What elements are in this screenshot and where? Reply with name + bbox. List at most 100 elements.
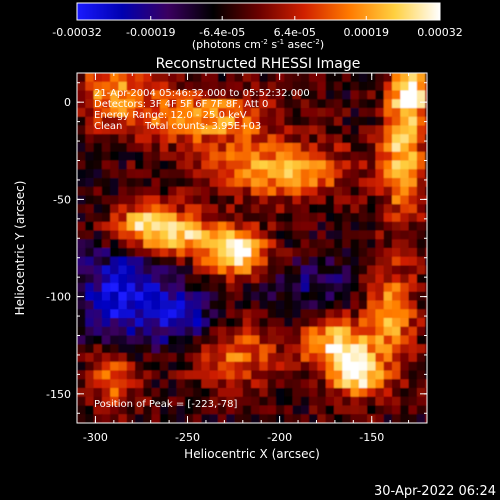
image-pixel: [292, 221, 302, 232]
image-pixel: [408, 353, 418, 363]
image-pixel: [309, 326, 318, 337]
image-pixel: [275, 318, 285, 328]
image-pixel: [251, 344, 260, 354]
image-pixel: [135, 274, 144, 284]
image-pixel: [342, 204, 352, 214]
image-pixel: [159, 370, 169, 380]
image-pixel: [201, 388, 211, 398]
image-pixel: [242, 283, 252, 293]
image-pixel: [392, 169, 401, 179]
image-pixel: [416, 195, 426, 205]
image-pixel: [325, 396, 335, 407]
image-pixel: [234, 414, 244, 423]
image-pixel: [226, 169, 236, 179]
image-pixel: [425, 396, 427, 407]
image-pixel: [217, 318, 227, 328]
image-pixel: [309, 344, 318, 354]
image-pixel: [209, 370, 219, 380]
image-pixel: [400, 291, 410, 302]
image-pixel: [284, 73, 294, 83]
image-pixel: [300, 361, 310, 372]
image-pixel: [110, 309, 120, 319]
image-pixel: [275, 99, 285, 109]
image-pixel: [151, 379, 161, 389]
image-pixel: [259, 414, 269, 423]
image-pixel: [425, 73, 427, 83]
image-pixel: [383, 178, 393, 188]
image-pixel: [333, 370, 343, 380]
image-pixel: [126, 239, 136, 249]
image-pixel: [325, 186, 335, 197]
image-pixel: [101, 265, 111, 275]
image-pixel: [168, 151, 178, 162]
image-pixel: [143, 230, 153, 240]
image-pixel: [176, 283, 186, 293]
image-pixel: [375, 256, 385, 267]
image-pixel: [209, 396, 219, 407]
image-pixel: [375, 370, 385, 380]
image-pixel: [259, 370, 269, 380]
image-pixel: [77, 99, 86, 109]
image-pixel: [234, 353, 244, 363]
image-pixel: [309, 396, 318, 407]
image-pixel: [275, 274, 285, 284]
image-pixel: [135, 73, 144, 83]
image-pixel: [151, 99, 161, 109]
image-pixel: [143, 73, 153, 83]
image-pixel: [350, 291, 360, 302]
image-pixel: [358, 353, 368, 363]
image-pixel: [159, 300, 169, 310]
image-pixel: [201, 353, 211, 363]
image-pixel: [135, 283, 144, 293]
image-pixel: [101, 99, 111, 109]
image-pixel: [193, 353, 202, 363]
image-pixel: [267, 108, 277, 118]
image-pixel: [408, 116, 418, 127]
image-pixel: [275, 326, 285, 337]
image-pixel: [300, 309, 310, 319]
image-pixel: [292, 300, 302, 310]
image-pixel: [400, 335, 410, 345]
image-pixel: [135, 230, 144, 240]
image-pixel: [159, 335, 169, 345]
image-pixel: [259, 335, 269, 345]
image-pixel: [392, 318, 401, 328]
image-pixel: [267, 99, 277, 109]
image-pixel: [251, 195, 260, 205]
image-pixel: [325, 414, 335, 423]
image-pixel: [408, 265, 418, 275]
image-pixel: [151, 186, 161, 197]
image-pixel: [309, 300, 318, 310]
image-pixel: [333, 239, 343, 249]
image-pixel: [367, 81, 377, 92]
image-pixel: [392, 414, 401, 423]
image-pixel: [234, 186, 244, 197]
image-pixel: [275, 396, 285, 407]
image-pixel: [201, 81, 211, 92]
image-pixel: [93, 81, 103, 92]
image-pixel: [416, 344, 426, 354]
image-pixel: [217, 283, 227, 293]
image-pixel: [383, 134, 393, 144]
image-pixel: [309, 414, 318, 423]
image-pixel: [93, 99, 103, 109]
image-pixel: [126, 353, 136, 363]
image-pixel: [392, 335, 401, 345]
image-pixel: [184, 326, 194, 337]
image-pixel: [93, 344, 103, 354]
image-pixel: [184, 353, 194, 363]
image-pixel: [110, 405, 120, 415]
image-pixel: [358, 125, 368, 135]
image-pixel: [392, 143, 401, 153]
image-pixel: [184, 335, 194, 345]
image-pixel: [159, 178, 169, 188]
image-pixel: [292, 134, 302, 144]
image-pixel: [292, 125, 302, 135]
image-pixel: [259, 379, 269, 389]
image-pixel: [151, 361, 161, 372]
image-pixel: [317, 405, 327, 415]
image-pixel: [392, 73, 401, 83]
image-pixel: [159, 90, 169, 100]
image-pixel: [383, 405, 393, 415]
image-pixel: [242, 230, 252, 240]
